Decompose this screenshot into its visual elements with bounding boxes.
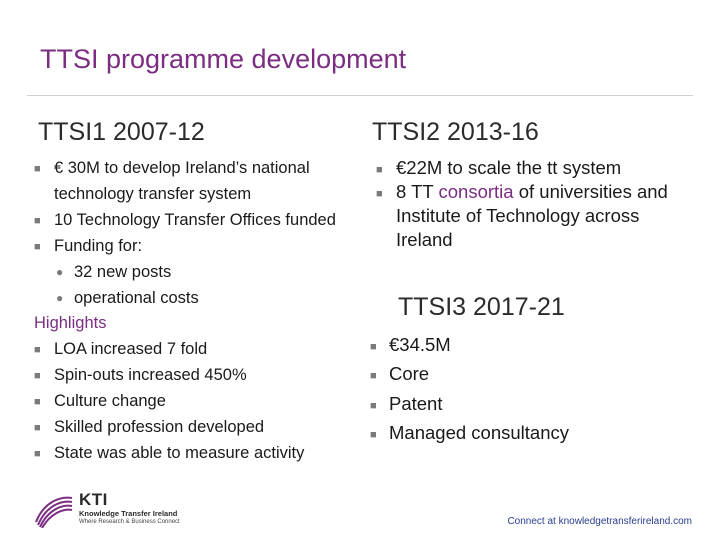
square-bullet-icon: ■	[370, 399, 377, 412]
dot-bullet-icon: ●	[56, 264, 64, 279]
list-item: ■ €22M to scale the tt system	[376, 156, 696, 180]
list-item: ■ Culture change	[34, 389, 344, 415]
list-item: ■ €34.5M	[370, 330, 690, 359]
sub-list-item: ● 32 new posts	[34, 260, 344, 286]
square-bullet-icon: ■	[34, 240, 41, 253]
list-item: ■ 10 Technology Transfer Offices funded	[34, 208, 344, 234]
square-bullet-icon: ■	[34, 422, 41, 435]
square-bullet-icon: ■	[34, 447, 41, 460]
kti-logo: KTI Knowledge Transfer Ireland Where Res…	[34, 490, 204, 530]
slide-title: TTSI programme development	[40, 44, 407, 74]
highlights-heading: Highlights	[34, 314, 107, 333]
logo-name: Knowledge Transfer Ireland	[79, 509, 178, 518]
right-column: ■ €22M to scale the tt system ■ 8 TT conso…	[376, 156, 696, 252]
square-bullet-icon: ■	[376, 164, 383, 176]
square-bullet-icon: ■	[34, 214, 41, 227]
square-bullet-icon: ■	[370, 370, 377, 383]
footer-link[interactable]: Connect at knowledgetransferireland.com	[507, 516, 692, 527]
kti-swoosh-icon	[35, 496, 73, 528]
square-bullet-icon: ■	[370, 341, 377, 353]
square-bullet-icon: ■	[34, 370, 41, 383]
list-item: ■ 8 TT consortia of universities and Inst…	[376, 181, 668, 250]
left-heading: TTSI1 2007-12	[38, 118, 205, 146]
list-item: ■ Core	[370, 359, 690, 388]
sub-list-item: ● operational costs	[34, 286, 344, 312]
list-item: ■ Managed consultancy	[370, 418, 690, 447]
logo-wordmark: KTI	[79, 490, 108, 509]
list-item: ■ State was able to measure activity	[34, 441, 344, 467]
list-item: ■ Spin-outs increased 450%	[34, 363, 344, 389]
list-item: ■ Skilled profession developed	[34, 415, 344, 441]
dot-bullet-icon: ●	[56, 290, 64, 305]
list-item: ■ LOA increased 7 fold	[34, 337, 344, 363]
square-bullet-icon: ■	[34, 396, 41, 409]
right-column-2: ■ €34.5M ■ Core ■ Patent ■ Managed consultan…	[370, 330, 690, 447]
square-bullet-icon: ■	[376, 188, 383, 200]
right-heading-2: TTSI3 2017-21	[398, 293, 565, 321]
square-bullet-icon: ■	[370, 428, 377, 441]
list-item: ■ Patent	[370, 389, 690, 418]
square-bullet-icon: ■	[34, 344, 41, 357]
list-item: ■ € 30M to develop Ireland’s national tec…	[34, 159, 310, 203]
left-column: ■ € 30M to develop Ireland’s national tec…	[34, 156, 344, 467]
highlighted-term: consortia	[438, 181, 514, 202]
square-bullet-icon: ■	[34, 163, 41, 175]
list-item: ■ Funding for:	[34, 234, 344, 260]
right-heading: TTSI2 2013-16	[372, 118, 539, 146]
logo-tagline: Where Research & Business Connect	[79, 519, 180, 525]
title-divider	[27, 95, 693, 96]
